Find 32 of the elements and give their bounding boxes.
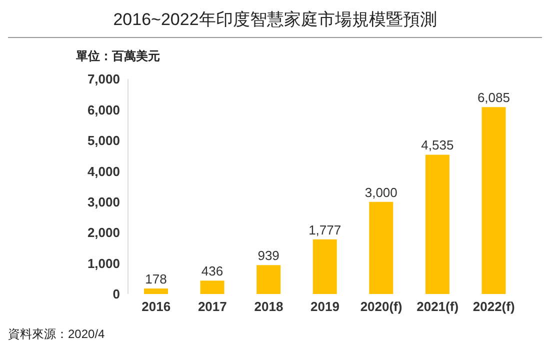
chart-title: 2016~2022年印度智慧家庭市場規模暨預測 — [8, 8, 542, 38]
bar — [200, 280, 224, 294]
bar — [425, 154, 450, 294]
source-note: 資料來源：2020/4 — [8, 326, 106, 343]
x-tick-label: 2020(f) — [360, 299, 402, 314]
y-tick-label: 1,000 — [87, 256, 120, 271]
x-tick-label: 2019 — [310, 299, 340, 314]
y-tick-label: 6,000 — [87, 102, 120, 118]
y-tick-label: 7,000 — [87, 72, 120, 87]
data-label: 6,085 — [477, 90, 510, 106]
bar — [312, 239, 337, 294]
bar — [256, 265, 281, 294]
y-tick-label: 4,000 — [87, 164, 120, 179]
y-axis-title: 單位：百萬美元 — [76, 48, 161, 65]
y-tick-label: 5,000 — [87, 133, 120, 148]
y-tick-label: 0 — [112, 286, 120, 302]
x-tick-label: 2018 — [254, 299, 284, 314]
bar — [144, 288, 168, 294]
data-label: 1,777 — [308, 222, 342, 238]
data-label: 3,000 — [364, 184, 398, 200]
y-tick-label: 3,000 — [87, 194, 120, 210]
x-tick-label: 2017 — [198, 299, 227, 314]
data-label: 4,535 — [421, 138, 454, 153]
bar — [369, 202, 394, 294]
data-label: 939 — [258, 248, 280, 264]
y-tick-label: 2,000 — [87, 225, 120, 240]
data-label: 178 — [145, 272, 167, 287]
x-tick-label: 2016 — [142, 299, 171, 314]
x-tick-label: 2022(f) — [472, 299, 515, 314]
data-label: 436 — [201, 264, 224, 279]
bar — [482, 107, 506, 294]
x-tick-label: 2021(f) — [416, 299, 459, 314]
